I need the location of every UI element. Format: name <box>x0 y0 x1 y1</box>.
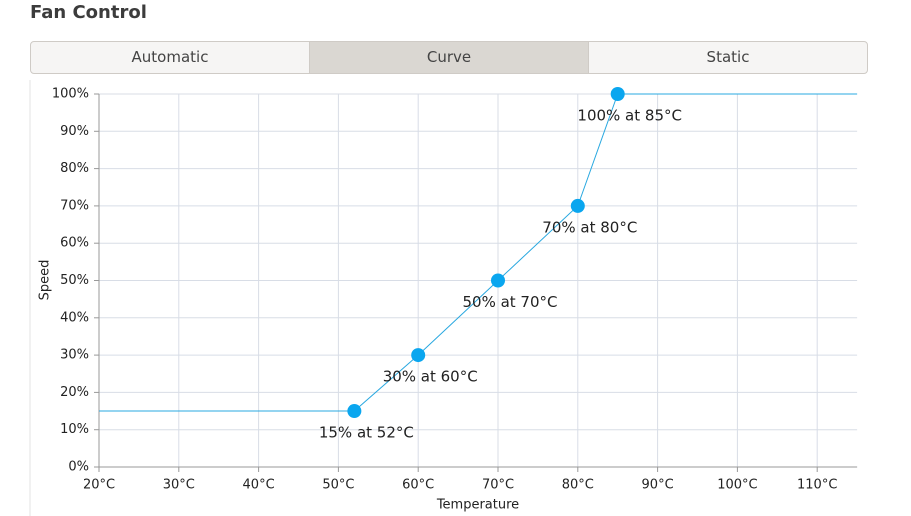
y-tick-label: 10% <box>60 422 89 437</box>
x-tick-label: 40°C <box>243 478 275 493</box>
x-tick-label: 50°C <box>322 478 354 493</box>
y-tick-label: 60% <box>60 236 89 251</box>
page-title: Fan Control <box>30 2 147 23</box>
point-label: 100% at 85°C <box>577 107 682 125</box>
point-label: 15% at 52°C <box>319 424 414 442</box>
x-tick-label: 100°C <box>717 478 757 493</box>
x-tick-label: 20°C <box>83 478 115 493</box>
curve-point <box>610 87 625 101</box>
point-label: 50% at 70°C <box>462 293 557 311</box>
curve-point <box>411 348 426 363</box>
tab-bar: Automatic Curve Static <box>30 41 868 74</box>
x-tick-label: 70°C <box>482 478 514 493</box>
y-tick-label: 20% <box>60 385 89 400</box>
x-axis-label: Temperature <box>436 498 519 513</box>
y-tick-label: 100% <box>52 87 89 102</box>
tab[interactable]: Static <box>706 48 750 66</box>
x-tick-label: 90°C <box>642 478 674 493</box>
chart-panel <box>30 80 867 516</box>
tab[interactable]: Curve <box>310 42 589 73</box>
y-tick-label: 50% <box>60 273 89 288</box>
x-tick-label: 60°C <box>402 478 434 493</box>
y-tick-label: 40% <box>60 310 89 325</box>
y-axis-label: Speed <box>38 260 53 301</box>
y-tick-label: 30% <box>60 348 89 363</box>
y-tick-label: 80% <box>60 161 89 176</box>
y-tick-label: 90% <box>60 124 89 139</box>
point-label: 30% at 60°C <box>383 368 478 386</box>
curve-point <box>347 404 362 419</box>
y-tick-label: 0% <box>68 460 89 475</box>
x-tick-label: 80°C <box>562 478 594 493</box>
curve-point <box>491 273 505 288</box>
tab[interactable]: Automatic <box>31 42 310 73</box>
curve-point <box>570 198 585 213</box>
x-tick-label: 110°C <box>797 478 837 493</box>
x-tick-label: 30°C <box>163 478 195 493</box>
point-label: 70% at 80°C <box>542 218 637 236</box>
y-tick-label: 70% <box>60 198 89 213</box>
